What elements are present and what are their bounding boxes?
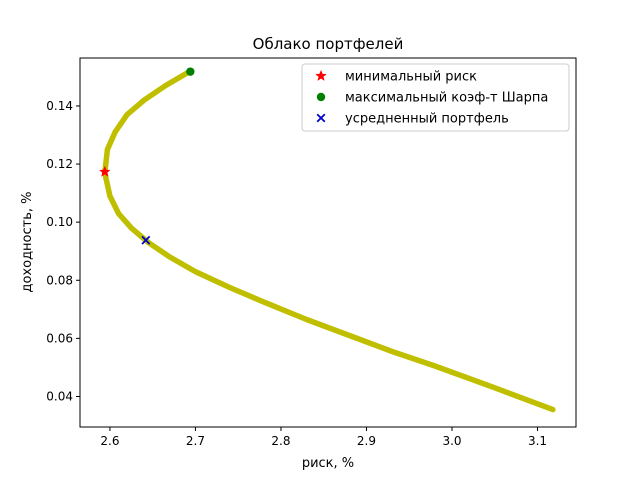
x-tick-label: 2.6 — [100, 434, 119, 448]
y-tick-label: 0.12 — [46, 157, 73, 171]
chart-title: Облако портфелей — [253, 35, 404, 53]
y-axis: 0.04 0.06 0.08 0.10 0.12 0.14 — [46, 99, 80, 403]
min-risk-marker — [98, 165, 111, 177]
y-tick-label: 0.04 — [46, 389, 73, 403]
plot-frame — [79, 57, 577, 428]
x-tick-label: 2.7 — [186, 434, 205, 448]
x-tick-label: 2.9 — [357, 434, 376, 448]
plot-area — [98, 67, 556, 413]
max-sharpe-marker — [186, 67, 195, 76]
legend-symbol — [315, 69, 327, 81]
x-tick-label: 2.8 — [271, 434, 290, 448]
x-tick-label: 3.0 — [442, 434, 461, 448]
x-tick-label: 3.1 — [528, 434, 547, 448]
y-axis-label: доходность, % — [20, 191, 35, 292]
legend: минимальный риск максимальный коэф-т Шарп… — [301, 63, 570, 132]
y-tick-label: 0.10 — [46, 215, 73, 229]
y-tick-label: 0.06 — [46, 331, 73, 345]
legend-symbol — [316, 113, 326, 123]
legend-label: максимальный коэф-т Шарпа — [345, 91, 548, 106]
x-axis-label: риск, % — [302, 456, 354, 471]
y-tick-label: 0.14 — [46, 99, 73, 113]
legend-label: минимальный риск — [345, 70, 477, 85]
y-tick-label: 0.08 — [46, 273, 73, 287]
legend-label: усредненный портфель — [345, 112, 509, 127]
x-axis: 2.6 2.7 2.8 2.9 3.0 3.1 — [100, 427, 547, 448]
legend-box — [301, 63, 570, 132]
average-portfolio-marker — [141, 235, 151, 245]
legend-symbol — [316, 92, 326, 102]
